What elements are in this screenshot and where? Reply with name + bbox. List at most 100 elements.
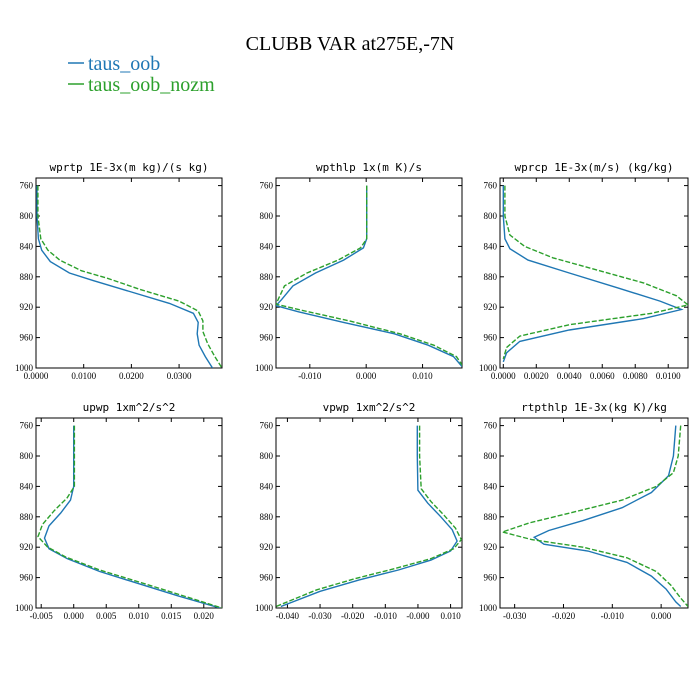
x-tick-label: 0.0100 [71,371,96,381]
panel-5: vpwp 1xm^2/s^27608008408809209601000-0.0… [255,401,463,621]
series-line-taus-oob [502,185,684,363]
y-tick-label: 960 [20,333,34,343]
x-tick-label: 0.0040 [557,371,582,381]
figure-title: CLUBB VAR at275E,-7N [246,33,455,55]
x-tick-label: 0.0020 [524,371,549,381]
y-tick-label: 760 [484,181,498,191]
y-tick-label: 960 [20,573,34,583]
y-tick-label: 840 [484,481,498,491]
y-tick-label: 880 [20,272,34,282]
y-tick-label: 1000 [255,363,274,373]
series-line-taus-oob [532,425,682,608]
x-tick-label: -0.020 [341,611,365,621]
y-tick-label: 920 [20,302,34,312]
panel-title: wprtp 1E-3x(m kg)/(s kg) [50,161,209,174]
x-tick-label: 0.010 [440,611,461,621]
series-line-taus-oob-nozm [276,185,462,367]
y-tick-label: 1000 [15,603,34,613]
x-tick-label: 0.020 [194,611,215,621]
series-line-taus-oob-nozm [500,425,688,607]
y-tick-label: 1000 [15,363,34,373]
y-tick-label: 960 [260,333,274,343]
x-tick-label: 0.010 [129,611,150,621]
x-tick-label: 0.0080 [623,371,648,381]
panel-1: wprtp 1E-3x(m kg)/(s kg) 760 800 840 880 920 9… [15,161,223,381]
x-tick-label: -0.030 [308,611,332,621]
y-tick-label: 800 [484,211,498,221]
plot-frame [275,177,463,369]
y-tick-label: 760 [260,181,274,191]
panel-4: upwp 1xm^2/s^2 760 800 840 880 920 960 1000-0.0… [15,401,223,621]
legend: taus_oob taus_oob_nozm [68,53,215,96]
x-tick-label: 0.015 [161,611,182,621]
y-tick-label: 960 [484,333,498,343]
y-tick-label: 960 [484,573,498,583]
series-line-taus-oob-nozm [276,425,462,608]
y-tick-label: 880 [260,512,274,522]
series-line-taus-oob-nozm [37,425,222,608]
x-tick-label: -0.000 [406,611,430,621]
y-tick-label: 840 [484,241,498,251]
x-tick-label: 0.000 [651,611,672,621]
x-tick-label: -0.040 [276,611,300,621]
y-tick-label: 920 [484,542,498,552]
panel-6: rtpthlp 1E-3x(kg K)/kg 760 800 840 880 920 960… [479,401,689,621]
y-tick-label: 1000 [479,363,498,373]
y-tick-label: 880 [484,272,498,282]
panels: wprtp 1E-3x(m kg)/(s kg) 760 800 840 880 920 9… [15,161,689,621]
x-tick-label: -0.010 [601,611,625,621]
plot-frame [35,177,223,369]
y-tick-label: 800 [20,451,34,461]
y-tick-label: 840 [260,241,274,251]
y-tick-label: 960 [260,573,274,583]
y-tick-label: 800 [260,451,274,461]
x-tick-label: 0.010 [412,371,433,381]
y-tick-label: 1000 [479,603,498,613]
plot-frame [499,177,689,369]
series-line-taus-oob [36,185,214,368]
y-tick-label: 840 [260,481,274,491]
panel-title: wpthlp 1x(m K)/s [316,161,422,174]
y-tick-label: 760 [20,421,34,431]
y-tick-label: 840 [20,241,34,251]
x-tick-label: 0.0300 [167,371,192,381]
y-tick-label: 1000 [255,603,274,613]
panel-title: wprcp 1E-3x(m/s) (kg/kg) [515,161,674,174]
x-tick-label: 0.0000 [491,371,516,381]
x-tick-label: 0.0200 [119,371,144,381]
y-tick-label: 800 [484,451,498,461]
panel-title: upwp 1xm^2/s^2 [83,401,176,414]
y-tick-label: 760 [260,421,274,431]
panel-2: wpthlp 1x(m K)/s 760 800 840 880 920 960 1000 -0… [255,161,463,381]
x-tick-label: -0.010 [374,611,398,621]
y-tick-label: 880 [20,512,34,522]
y-tick-label: 760 [484,421,498,431]
x-tick-label: 0.0060 [590,371,615,381]
x-tick-label: -0.005 [30,611,54,621]
panel-title: vpwp 1xm^2/s^2 [323,401,416,414]
x-tick-label: -0.030 [503,611,527,621]
y-tick-label: 920 [260,542,274,552]
x-tick-label: 0.0100 [656,371,681,381]
y-tick-label: 920 [20,542,34,552]
legend-label-taus-oob: taus_oob [88,53,160,75]
y-tick-label: 920 [260,302,274,312]
panel-3: wprcp 1E-3x(m/s) (kg/kg) 760 800 840 880 920 9… [479,161,689,381]
x-tick-label: -0.010 [298,371,322,381]
y-tick-label: 800 [20,211,34,221]
x-tick-label: 0.000 [356,371,377,381]
y-tick-label: 840 [20,481,34,491]
y-tick-label: 880 [484,512,498,522]
plot-frame [35,417,223,609]
x-tick-label: -0.020 [552,611,576,621]
series-line-taus-oob [43,425,221,608]
legend-label-taus-oob-nozm: taus_oob_nozm [88,74,215,96]
series-line-taus-oob [276,185,462,367]
y-tick-label: 760 [20,181,34,191]
plot-frame [275,417,463,609]
y-tick-label: 800 [260,211,274,221]
y-tick-label: 880 [260,272,274,282]
series-line-taus-oob-nozm [502,185,688,360]
panel-title: rtpthlp 1E-3x(kg K)/kg [521,401,667,414]
